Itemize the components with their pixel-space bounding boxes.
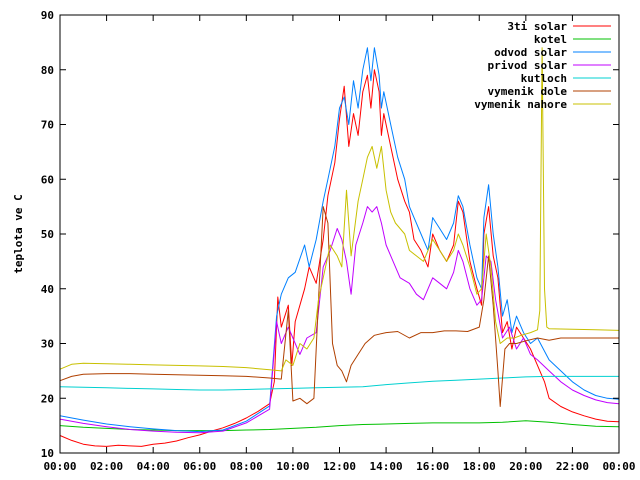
series-line-7 [59, 47, 620, 372]
y-tick-label: 60 [41, 173, 54, 186]
y-axis-title: teplota ve C [12, 194, 25, 273]
x-tick-label: 10:00 [276, 460, 309, 473]
legend-label: kotel [534, 33, 567, 46]
x-tick-label: 16:00 [416, 460, 449, 473]
series-line-3 [59, 47, 620, 433]
x-tick-label: 06:00 [183, 460, 216, 473]
legend-label: vymenik nahore [474, 98, 567, 111]
y-tick-label: 70 [41, 119, 54, 132]
x-tick-label: 12:00 [323, 460, 356, 473]
legend-label: privod solar [488, 59, 568, 72]
y-tick-label: 90 [41, 9, 54, 22]
series-line-6 [59, 206, 619, 407]
legend-label: 3ti solar [507, 20, 567, 33]
series-line-2 [59, 420, 620, 432]
x-tick-label: 00:00 [602, 460, 635, 473]
x-tick-label: 22:00 [556, 460, 589, 473]
x-axis: 00:00 02:00 04:00 06:00 08:00 10:00 12:00 14:00… [43, 15, 636, 473]
y-axis: 10 20 30 40 50 60 70 80 90 [41, 9, 619, 460]
legend-label: kutloch [521, 72, 567, 85]
y-tick-label: 10 [41, 447, 54, 460]
series-line-5 [59, 375, 619, 391]
x-tick-label: 02:00 [90, 460, 123, 473]
x-tick-label: 04:00 [137, 460, 170, 473]
legend-label: vymenik dole [488, 85, 568, 98]
x-tick-label: 20:00 [509, 460, 542, 473]
x-tick-label: 14:00 [370, 460, 403, 473]
y-tick-label: 40 [41, 283, 54, 296]
y-tick-label: 50 [41, 228, 54, 241]
y-tick-label: 30 [41, 338, 54, 351]
x-tick-label: 08:00 [230, 460, 263, 473]
legend-label: odvod solar [494, 46, 567, 59]
series-line-4 [59, 206, 620, 434]
series-layer [59, 47, 620, 447]
y-tick-label: 20 [41, 392, 54, 405]
y-tick-label: 80 [41, 64, 54, 77]
x-tick-label: 18:00 [463, 460, 496, 473]
x-tick-label: 00:00 [43, 460, 76, 473]
